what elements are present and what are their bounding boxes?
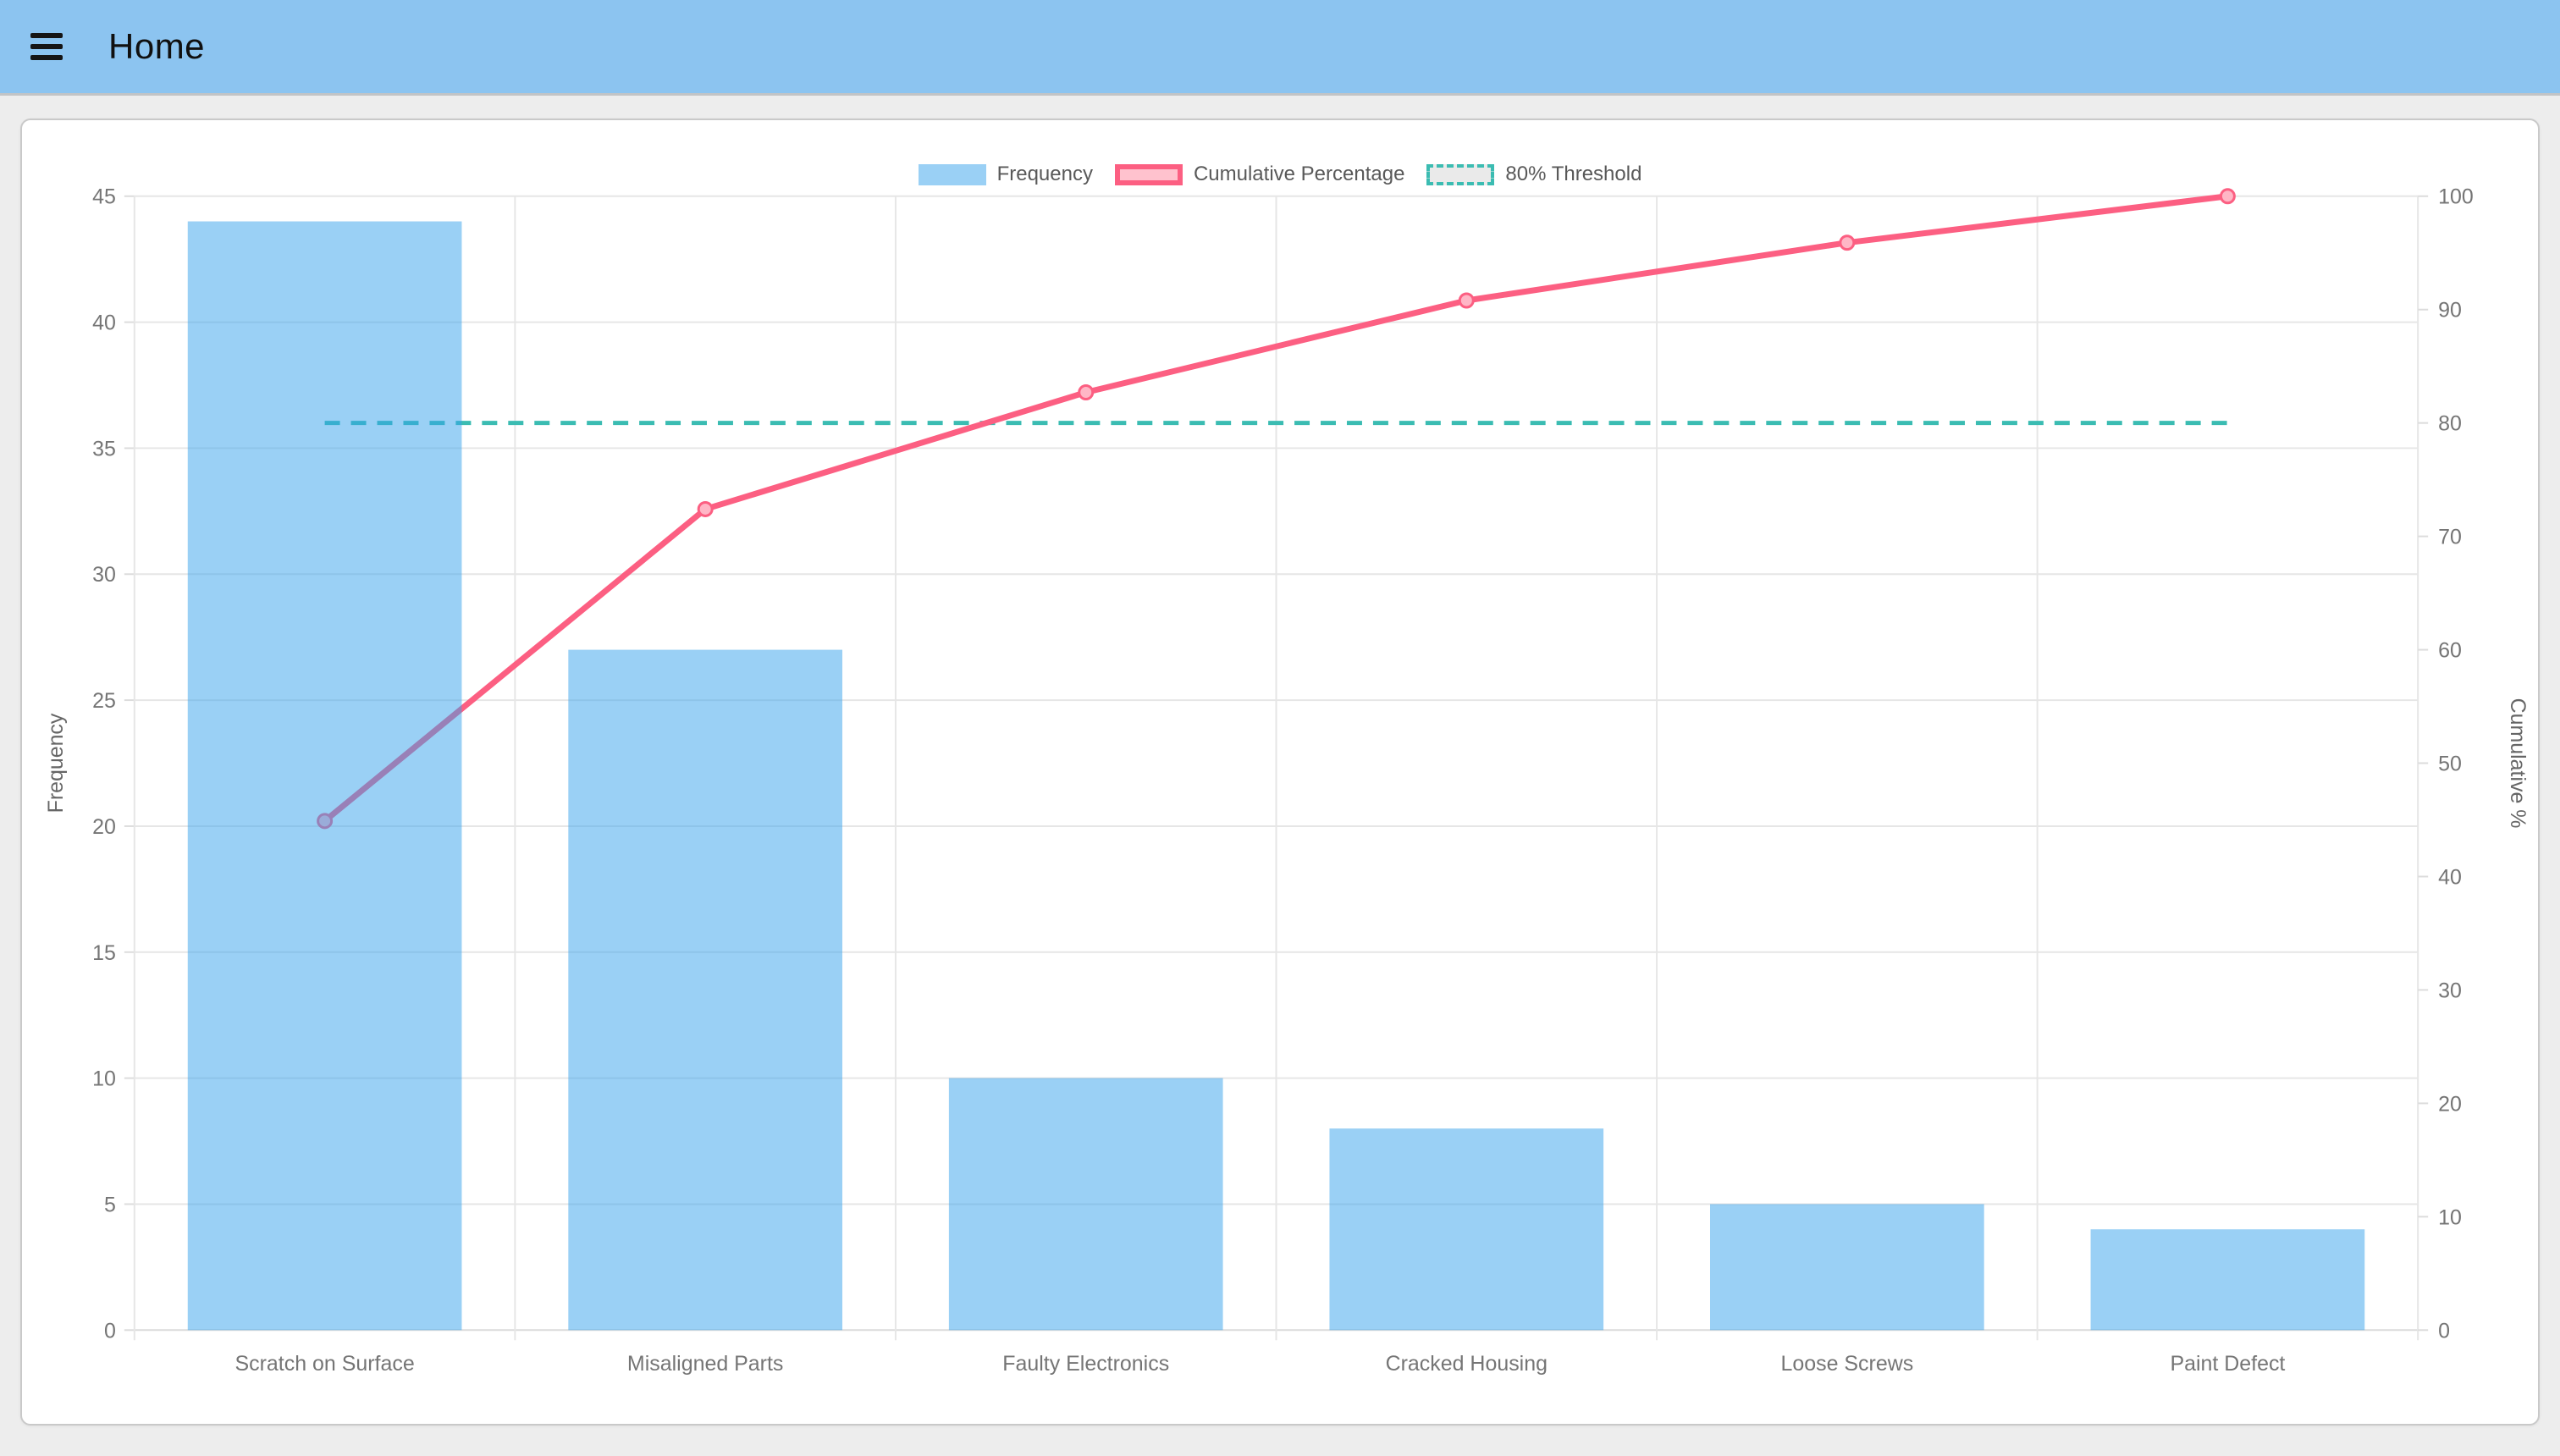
left-axis-tick-label: 10 xyxy=(92,1067,116,1091)
hamburger-icon xyxy=(30,44,63,49)
left-axis-tick-label: 40 xyxy=(92,312,116,335)
left-axis-tick-label: 30 xyxy=(92,563,116,587)
frequency-bar xyxy=(1710,1204,1984,1331)
legend-item-80-threshold[interactable]: 80% Threshold xyxy=(1426,163,1641,186)
right-axis-tick-label: 50 xyxy=(2438,753,2462,776)
right-axis-tick-label: 60 xyxy=(2438,639,2462,663)
left-axis-tick-label: 45 xyxy=(92,185,116,209)
frequency-bar xyxy=(187,221,462,1331)
right-axis-tick-label: 80 xyxy=(2438,412,2462,436)
x-axis-category-label: Misaligned Parts xyxy=(627,1352,783,1376)
cumulative-data-point xyxy=(1839,234,1856,251)
right-axis-tick-label: 0 xyxy=(2438,1319,2450,1343)
legend-item-cumulative-percentage[interactable]: Cumulative Percentage xyxy=(1114,163,1405,186)
right-axis-tick-label: 40 xyxy=(2438,865,2462,889)
x-axis-category-label: Scratch on Surface xyxy=(234,1352,414,1376)
pareto-chart[interactable]: 0 5 10 15 20 25 30 35 40 45 0 10 20 30 40 50 60 70 80 90 100… xyxy=(22,120,2538,1424)
cumulative-data-point xyxy=(1078,384,1095,400)
chart-card: Frequency Cumulative Percentage 80% Thre… xyxy=(20,119,2540,1426)
hamburger-icon xyxy=(30,33,63,38)
app-header: Home xyxy=(0,0,2560,96)
legend-label-80-threshold: 80% Threshold xyxy=(1505,163,1642,185)
left-axis-tick-label: 20 xyxy=(92,815,116,839)
left-axis-tick-label: 35 xyxy=(92,437,116,461)
right-axis-title: Cumulative % xyxy=(2506,698,2530,829)
legend-item-frequency[interactable]: Frequency xyxy=(918,163,1093,186)
cumulative-data-point xyxy=(697,500,714,517)
right-axis-tick-label: 20 xyxy=(2438,1092,2462,1116)
chart-legend: Frequency Cumulative Percentage 80% Thre… xyxy=(22,163,2538,186)
left-axis-title: Frequency xyxy=(44,713,68,813)
right-axis-tick-label: 30 xyxy=(2438,979,2462,1002)
x-axis-category-label: Faulty Electronics xyxy=(1002,1352,1169,1376)
legend-label-cumulative-percentage: Cumulative Percentage xyxy=(1193,163,1405,185)
left-axis-tick-label: 15 xyxy=(92,941,116,965)
legend-label-frequency: Frequency xyxy=(996,163,1093,185)
right-axis-tick-label: 10 xyxy=(2438,1205,2462,1229)
right-axis-tick-label: 100 xyxy=(2438,185,2474,209)
left-axis-tick-label: 5 xyxy=(104,1193,116,1216)
left-axis-tick-label: 0 xyxy=(104,1319,116,1343)
cumulative-swatch-icon xyxy=(1114,163,1183,185)
x-axis-category-label: Loose Screws xyxy=(1780,1352,1913,1376)
menu-button[interactable] xyxy=(29,28,64,65)
cumulative-data-point xyxy=(1458,292,1475,309)
hamburger-icon xyxy=(30,55,63,60)
right-axis-tick-label: 90 xyxy=(2438,299,2462,323)
right-axis-tick-label: 70 xyxy=(2438,526,2462,549)
frequency-swatch-icon xyxy=(918,163,986,185)
cumulative-data-point xyxy=(2219,188,2236,205)
frequency-bar xyxy=(568,649,843,1331)
threshold-swatch-icon xyxy=(1426,163,1495,185)
cumulative-line xyxy=(322,193,2231,825)
frequency-bar xyxy=(1329,1128,1604,1331)
x-axis-category-label: Cracked Housing xyxy=(1386,1352,1548,1376)
x-axis-category-label: Paint Defect xyxy=(2170,1352,2285,1376)
frequency-bar xyxy=(2090,1229,2365,1331)
frequency-bar xyxy=(948,1078,1223,1331)
left-axis-tick-label: 25 xyxy=(92,689,116,713)
page-title: Home xyxy=(108,26,206,66)
